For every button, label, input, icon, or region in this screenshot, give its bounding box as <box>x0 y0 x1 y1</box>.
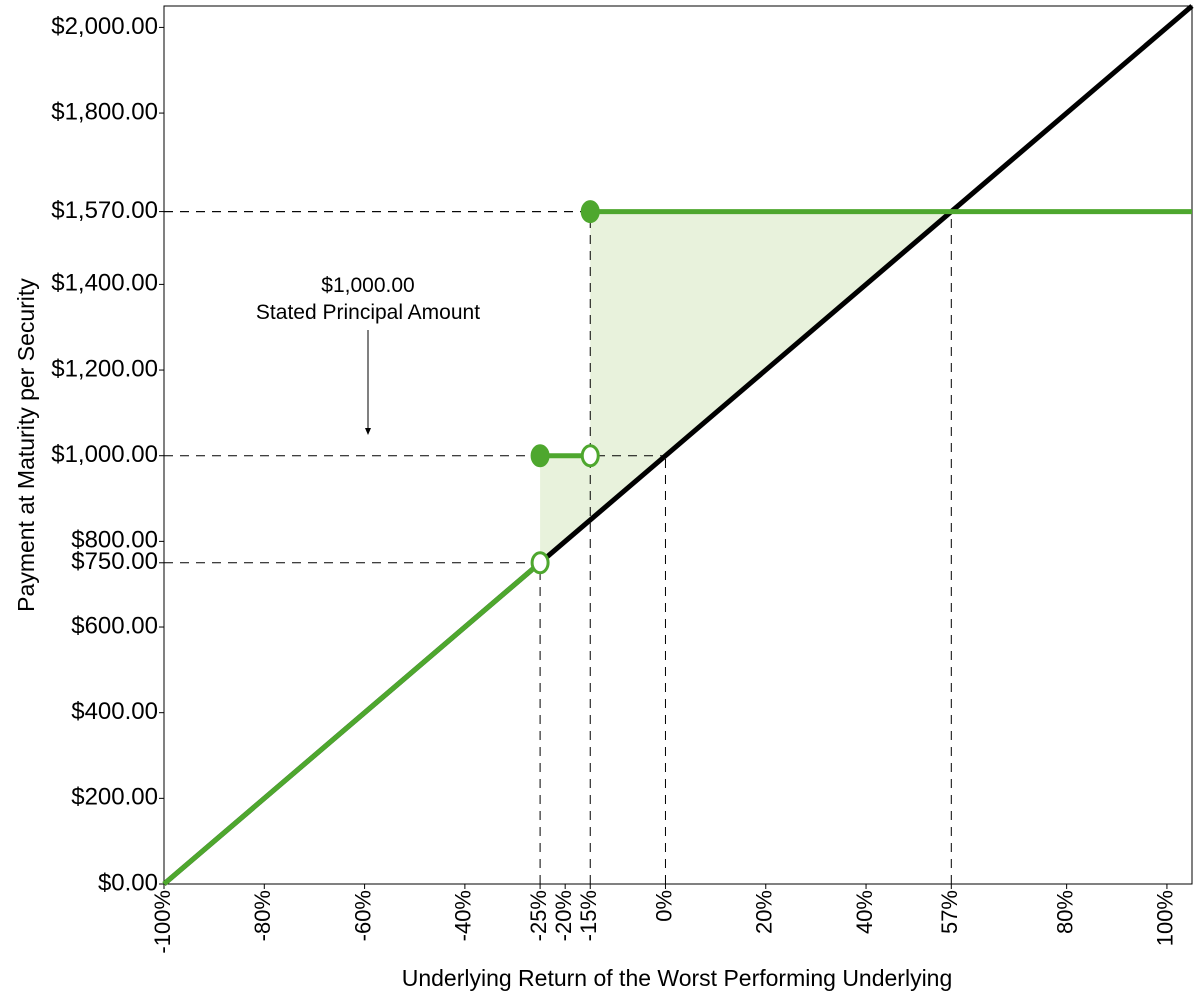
y-axis-title: Payment at Maturity per Security <box>13 278 39 612</box>
y-tick-label: $200.00 <box>71 784 158 811</box>
marker <box>530 551 550 575</box>
y-tick-label: $2,000.00 <box>51 13 158 40</box>
x-tick-label: 80% <box>1052 890 1077 934</box>
x-tick-label: -20% <box>551 890 576 941</box>
y-tick-label: $1,400.00 <box>51 270 158 297</box>
marker <box>530 444 550 468</box>
x-tick-label: 0% <box>651 890 676 922</box>
y-tick-label: $400.00 <box>71 698 158 725</box>
x-tick-label: -60% <box>350 890 375 941</box>
x-tick-label: 20% <box>752 890 777 934</box>
y-tick-label: $1,570.00 <box>51 197 158 224</box>
x-tick-label: -25% <box>526 890 551 941</box>
y-tick-label: $800.00 <box>71 527 158 554</box>
annotation: Stated Principal Amount <box>256 301 480 324</box>
marker <box>580 200 600 224</box>
y-tick-label: $600.00 <box>71 612 158 639</box>
x-tick-label: -40% <box>451 890 476 941</box>
y-tick-label: $1,800.00 <box>51 98 158 125</box>
marker <box>580 444 600 468</box>
x-axis-title: Underlying Return of the Worst Performin… <box>402 965 953 991</box>
x-tick-label: -80% <box>250 890 275 941</box>
y-tick-label: $750.00 <box>71 548 158 575</box>
annotation: $1,000.00 <box>321 274 414 297</box>
y-tick-label: $0.00 <box>98 869 158 896</box>
y-tick-label: $1,000.00 <box>51 441 158 468</box>
annotation-arrowhead <box>365 428 371 435</box>
x-tick-label: 57% <box>937 890 962 934</box>
y-tick-label: $1,200.00 <box>51 355 158 382</box>
x-tick-label: -100% <box>150 890 175 954</box>
x-tick-label: 100% <box>1153 890 1178 946</box>
x-tick-label: -15% <box>576 890 601 941</box>
x-tick-label: 40% <box>852 890 877 934</box>
plot-frame <box>163 5 1193 885</box>
